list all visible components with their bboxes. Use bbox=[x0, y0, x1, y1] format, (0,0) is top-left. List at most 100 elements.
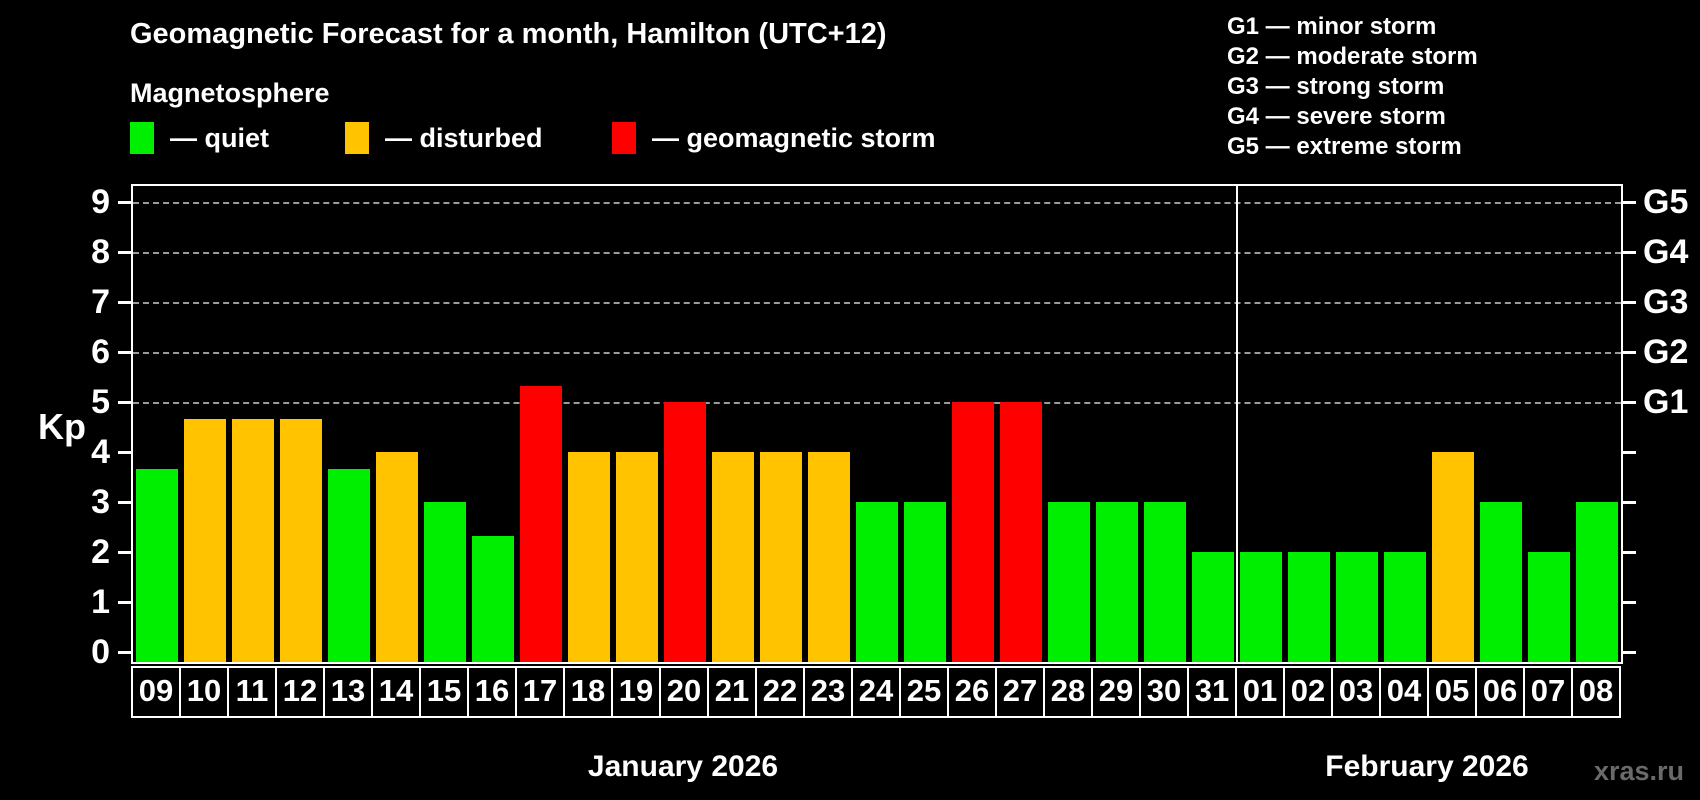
kp-bar-day-14 bbox=[376, 452, 418, 662]
kp-bar-day-20 bbox=[664, 402, 706, 662]
kp-bar-day-25 bbox=[904, 502, 946, 662]
y-tick-label-6: 6 bbox=[91, 333, 110, 371]
right-tick-kp-0 bbox=[1623, 651, 1636, 654]
day-label-cell: 27 bbox=[995, 666, 1045, 718]
day-label-cell: 03 bbox=[1331, 666, 1381, 718]
g-scale-legend-line: G2 — moderate storm bbox=[1227, 43, 1478, 70]
day-label-cell: 19 bbox=[611, 666, 661, 718]
left-tick-kp-0 bbox=[118, 651, 131, 654]
g-scale-label-G1: G1 bbox=[1643, 383, 1689, 421]
kp-bar-day-01 bbox=[1240, 552, 1282, 662]
g-scale-legend-line: G5 — extreme storm bbox=[1227, 133, 1462, 160]
status-legend: — quiet — disturbed — geomagnetic storm bbox=[0, 118, 1120, 158]
day-label-cell: 23 bbox=[803, 666, 853, 718]
day-label-cell: 22 bbox=[755, 666, 805, 718]
day-label-cell: 16 bbox=[467, 666, 517, 718]
legend-item-label: — disturbed bbox=[385, 122, 543, 153]
month-separator-line bbox=[1236, 186, 1238, 662]
y-axis-label: Kp bbox=[38, 406, 86, 447]
legend-item-storm: — geomagnetic storm bbox=[612, 118, 936, 158]
left-tick-kp-4 bbox=[118, 451, 131, 454]
disturbed-color-swatch bbox=[345, 122, 369, 154]
g-scale-label-G5: G5 bbox=[1643, 183, 1689, 221]
left-tick-kp-2 bbox=[118, 551, 131, 554]
right-tick-kp-9 bbox=[1623, 201, 1636, 204]
g-scale-label-G3: G3 bbox=[1643, 283, 1689, 321]
legend-item-quiet: — quiet bbox=[130, 118, 269, 158]
legend-item-label: — quiet bbox=[170, 122, 269, 153]
kp-bar-day-30 bbox=[1144, 502, 1186, 662]
gridline-kp-7 bbox=[133, 302, 1621, 304]
y-tick-label-9: 9 bbox=[91, 183, 110, 221]
day-label-cell: 20 bbox=[659, 666, 709, 718]
kp-bar-day-21 bbox=[712, 452, 754, 662]
right-tick-kp-4 bbox=[1623, 451, 1636, 454]
kp-bar-day-02 bbox=[1288, 552, 1330, 662]
gridline-kp-8 bbox=[133, 252, 1621, 254]
left-tick-kp-6 bbox=[118, 351, 131, 354]
kp-bar-day-10 bbox=[184, 418, 226, 662]
day-label-cell: 10 bbox=[179, 666, 229, 718]
legend-item-disturbed: — disturbed bbox=[345, 118, 543, 158]
watermark: xras.ru bbox=[1593, 756, 1684, 786]
y-tick-label-0: 0 bbox=[91, 633, 110, 671]
day-label-cell: 18 bbox=[563, 666, 613, 718]
day-label-cell: 06 bbox=[1475, 666, 1525, 718]
kp-bar-day-16 bbox=[472, 535, 514, 662]
kp-bar-day-26 bbox=[952, 402, 994, 662]
day-label-cell: 13 bbox=[323, 666, 373, 718]
kp-bar-day-23 bbox=[808, 452, 850, 662]
kp-bar-day-13 bbox=[328, 468, 370, 662]
month-label-1: February 2026 bbox=[1325, 750, 1529, 783]
right-tick-kp-3 bbox=[1623, 501, 1636, 504]
left-tick-kp-9 bbox=[118, 201, 131, 204]
y-tick-label-7: 7 bbox=[91, 283, 110, 321]
kp-bar-day-28 bbox=[1048, 502, 1090, 662]
kp-bar-day-27 bbox=[1000, 402, 1042, 662]
day-label-cell: 25 bbox=[899, 666, 949, 718]
g-scale-legend: G1 — minor storm G2 — moderate storm G3 — … bbox=[1227, 12, 1478, 162]
kp-bar-day-29 bbox=[1096, 502, 1138, 662]
kp-bar-day-17 bbox=[520, 385, 562, 662]
day-label-cell: 15 bbox=[419, 666, 469, 718]
left-tick-kp-1 bbox=[118, 601, 131, 604]
kp-bar-day-12 bbox=[280, 418, 322, 662]
kp-bar-day-19 bbox=[616, 452, 658, 662]
kp-bar-day-08 bbox=[1576, 502, 1618, 662]
day-label-cell: 02 bbox=[1283, 666, 1333, 718]
y-tick-label-3: 3 bbox=[91, 483, 110, 521]
x-axis-day-labels: 09 10 11 12 13 14 15 16 17 18 19 20 21 22 23 24 25 26 27 28… bbox=[131, 666, 1627, 718]
right-tick-kp-5 bbox=[1623, 401, 1636, 404]
kp-bar-day-06 bbox=[1480, 502, 1522, 662]
kp-bar-day-11 bbox=[232, 418, 274, 662]
day-label-cell: 29 bbox=[1091, 666, 1141, 718]
right-tick-kp-8 bbox=[1623, 251, 1636, 254]
day-label-cell: 14 bbox=[371, 666, 421, 718]
day-label-cell: 30 bbox=[1139, 666, 1189, 718]
day-label-cell: 08 bbox=[1571, 666, 1621, 718]
storm-color-swatch bbox=[612, 122, 636, 154]
chart-subtitle: Magnetosphere bbox=[130, 78, 330, 108]
day-label-cell: 12 bbox=[275, 666, 325, 718]
kp-bar-day-15 bbox=[424, 502, 466, 662]
y-tick-label-1: 1 bbox=[91, 583, 110, 621]
day-label-cell: 21 bbox=[707, 666, 757, 718]
day-label-cell: 28 bbox=[1043, 666, 1093, 718]
quiet-color-swatch bbox=[130, 122, 154, 154]
left-tick-kp-5 bbox=[118, 401, 131, 404]
kp-bar-day-24 bbox=[856, 502, 898, 662]
day-label-cell: 05 bbox=[1427, 666, 1477, 718]
left-tick-kp-7 bbox=[118, 301, 131, 304]
day-label-cell: 17 bbox=[515, 666, 565, 718]
kp-bar-day-09 bbox=[136, 468, 178, 662]
day-label-cell: 26 bbox=[947, 666, 997, 718]
right-tick-kp-6 bbox=[1623, 351, 1636, 354]
g-scale-legend-line: G4 — severe storm bbox=[1227, 103, 1446, 130]
kp-bar-day-07 bbox=[1528, 552, 1570, 662]
day-label-cell: 31 bbox=[1187, 666, 1237, 718]
gridline-kp-9 bbox=[133, 202, 1621, 204]
month-label-0: January 2026 bbox=[587, 750, 779, 783]
day-label-cell: 07 bbox=[1523, 666, 1573, 718]
right-tick-kp-2 bbox=[1623, 551, 1636, 554]
